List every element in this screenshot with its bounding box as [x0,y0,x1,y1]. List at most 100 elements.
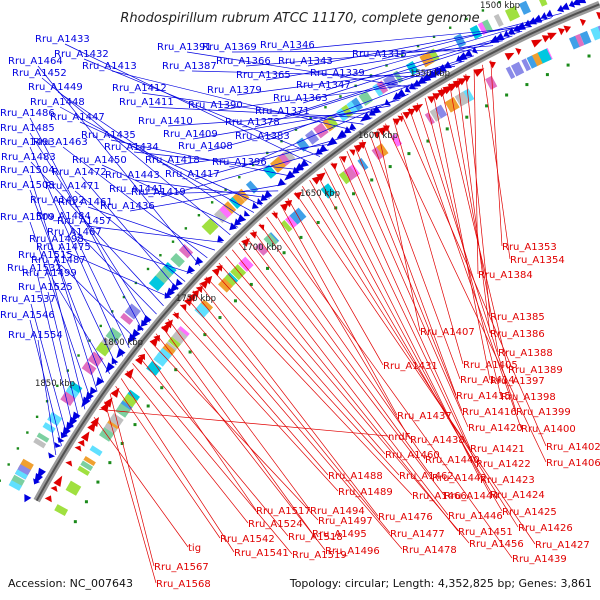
scale-label: 1550 kbp [410,69,450,79]
forward-label-line [101,164,239,228]
forward-gene-mark [568,0,576,8]
rna-mark [56,384,59,388]
reverse-gene-label: Rru_A1389 [508,365,563,376]
rna-mark [171,240,175,243]
forward-gene-mark [186,265,196,275]
category-block [121,393,138,409]
category-block [153,351,170,367]
category-block [493,13,504,27]
forward-label-line [245,45,494,67]
forward-label-line [167,111,382,127]
backbone-layer [33,1,600,503]
forward-gene-label: Rru_A1433 [35,34,90,45]
reverse-label-line [143,348,257,511]
forward-label-line [47,291,80,419]
rna-mark [160,386,164,390]
rna-mark [465,115,469,119]
reverse-gene-label: Rru_A1446 [448,511,503,522]
forward-gene-mark [557,4,565,13]
forward-label-line [284,55,475,117]
category-block [213,209,228,224]
rna-mark [7,463,10,466]
forward-gene-label: Rru_A1396 [212,157,267,168]
forward-label-line [138,190,279,195]
scale-label: 1750 kbp [176,294,216,304]
reverse-label-line [115,385,221,539]
forward-gene-mark [412,79,422,87]
rna-mark [218,316,222,320]
reverse-gene-mark [195,285,203,294]
rna-mark [445,127,449,131]
reverse-gene-mark [77,439,85,447]
forward-gene-label: Rru_A1436 [100,201,155,212]
forward-label-line [129,183,287,212]
reverse-gene-mark [339,156,347,163]
forward-gene-label: Rru_A1443 [105,170,160,181]
reverse-label-line [309,180,503,512]
forward-label-line [81,176,179,290]
forward-gene-mark [392,92,401,100]
category-block [60,391,76,407]
rna-mark [299,235,303,239]
category-block [340,104,354,119]
forward-label-line [207,99,400,152]
reverse-label-line [199,283,379,517]
gene-label-layer: Rru_A1315Rru_A1339Rru_A1343Rru_A1346Rru_… [0,34,600,590]
category-block [357,157,369,171]
forward-label-line [325,30,523,91]
forward-gene-mark [48,452,56,459]
rna-mark [316,220,320,224]
rna-mark [174,368,178,372]
rna-mark [224,188,227,191]
forward-gene-label: Rru_A1383 [235,131,290,142]
category-block [579,30,592,45]
reverse-gene-label: Rru_A1518 [288,532,343,543]
category-block [419,51,435,68]
reverse-gene-label: Rru_A1384 [478,270,533,281]
rna-mark [0,479,1,482]
forward-label-line [134,179,271,199]
reverse-gene-label: Rru_A1420 [468,423,523,434]
category-block [358,90,374,106]
reverse-label-line [155,333,326,551]
reverse-label-line [126,370,249,524]
forward-label-line [264,71,446,142]
forward-label-line [29,319,62,446]
category-block [477,22,488,35]
reverse-gene-label: Rru_A1568 [156,579,211,590]
reverse-gene-mark [44,495,52,503]
reverse-gene-mark [199,279,209,289]
reverse-gene-label: Rru_A1495 [312,529,367,540]
rna-mark [134,281,138,285]
forward-gene-label: Rru_A1363 [273,93,328,104]
reverse-label-line [259,223,426,460]
forward-gene-mark [217,235,225,243]
forward-gene-label: Rru_A1371 [255,106,310,117]
reverse-gene-mark [397,115,404,123]
rna-mark [401,54,404,57]
forward-label-line [265,40,503,81]
category-block [218,205,232,219]
forward-gene-label: Rru_A1369 [202,42,257,53]
reverse-gene-mark [353,143,365,153]
forward-gene-mark [194,256,204,266]
label-line-layer [29,12,562,584]
rna-mark [266,266,270,270]
reverse-gene-mark [87,421,96,432]
category-block [255,242,269,256]
forward-gene-mark [263,190,273,199]
forward-gene-label: Rru_A1413 [82,61,137,72]
forward-gene-label: Rru_A1554 [8,330,63,341]
reverse-gene-mark [504,52,515,61]
reverse-gene-label: Rru_A1496 [325,546,380,557]
scale-label: 1850 kbp [35,379,75,389]
category-block [371,146,384,161]
reverse-gene-mark [284,200,293,208]
rna-mark [45,400,49,403]
rna-mark [16,447,20,450]
rna-mark [505,93,509,97]
reverse-label-line [440,88,509,370]
forward-gene-mark [299,159,309,168]
reverse-gene-mark [271,212,278,219]
category-block [526,55,538,69]
